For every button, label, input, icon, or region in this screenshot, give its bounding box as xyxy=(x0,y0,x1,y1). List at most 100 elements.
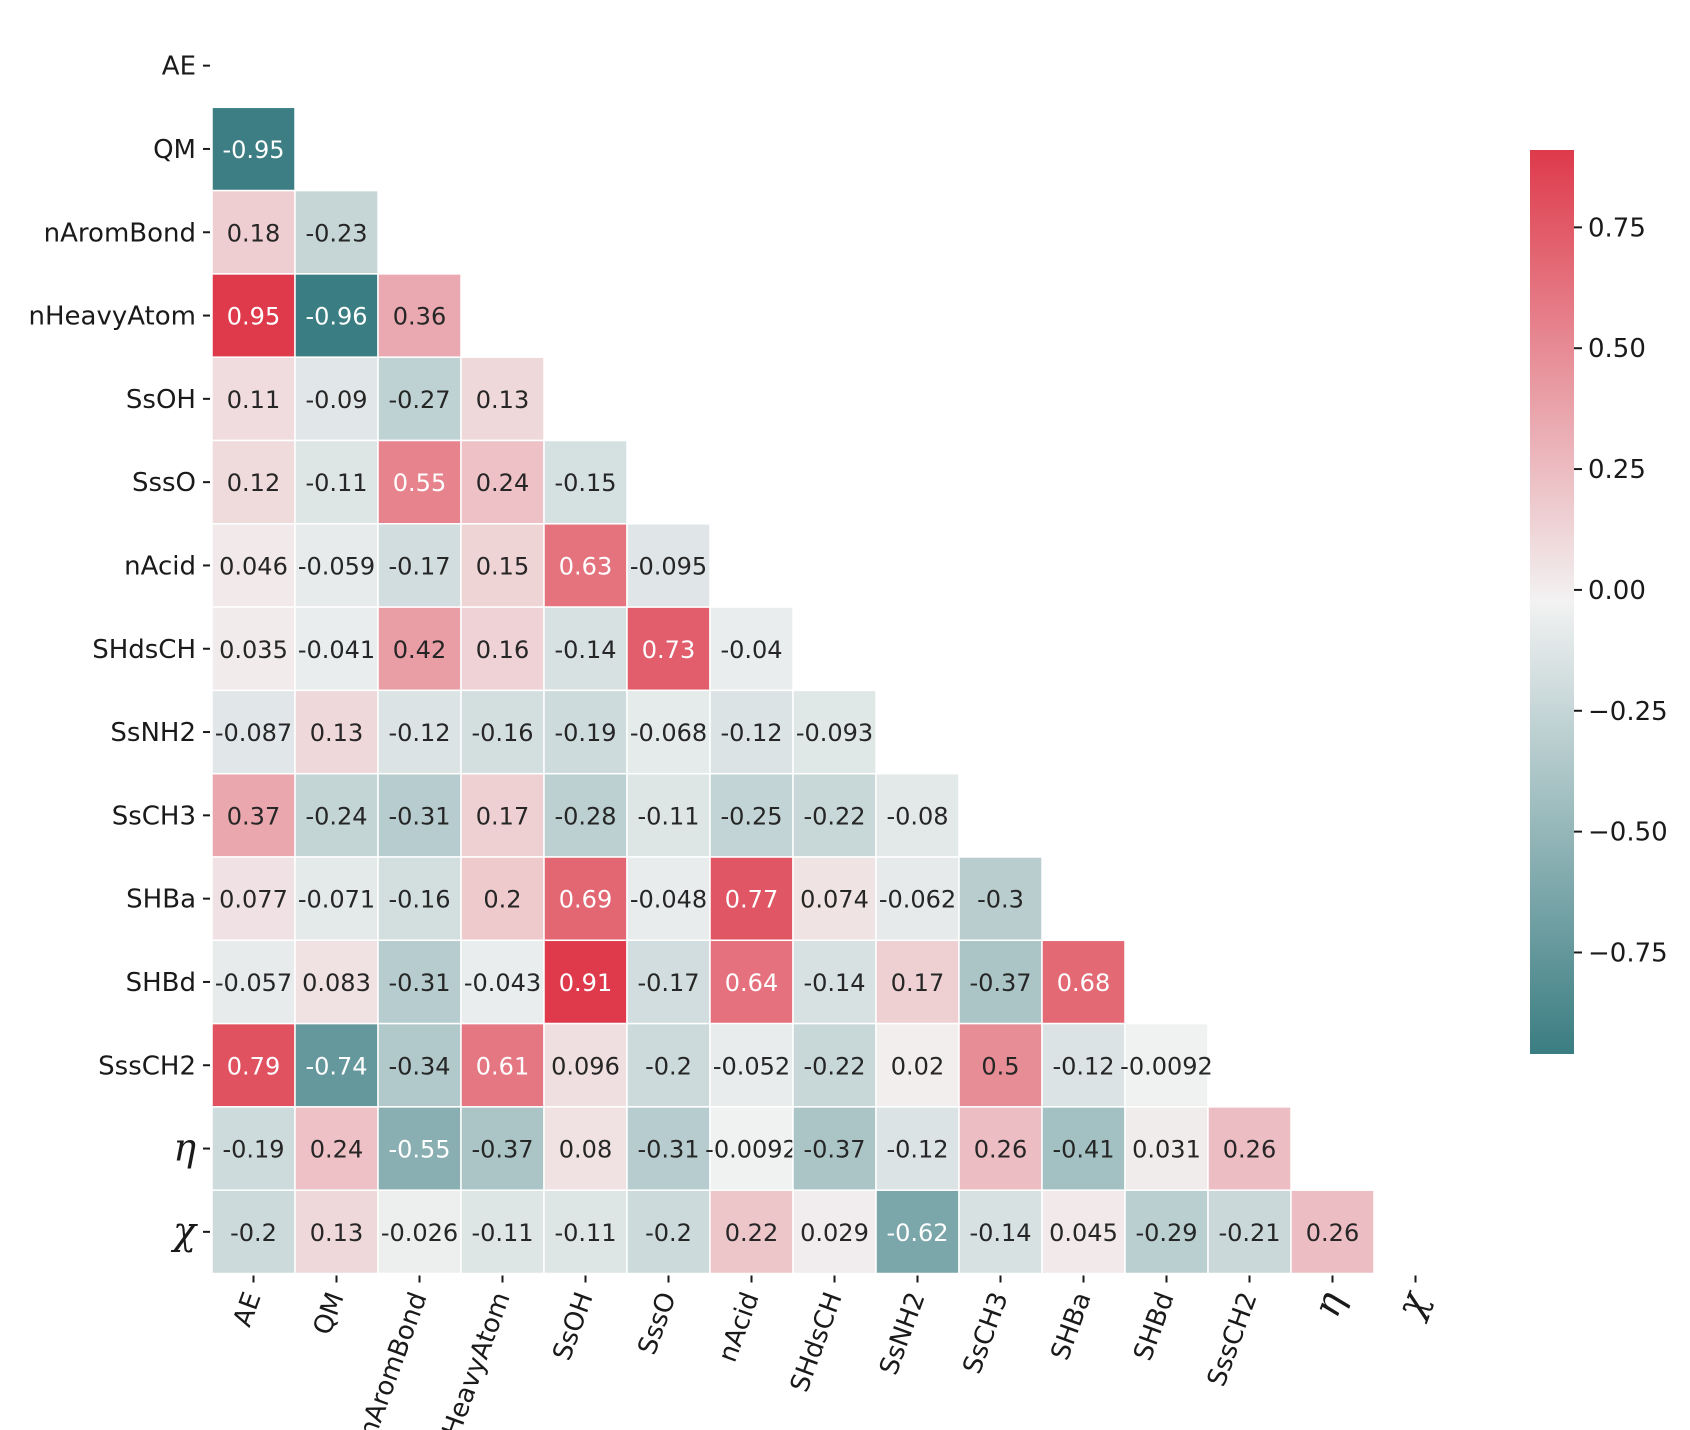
cell-value-label: -0.11 xyxy=(471,1219,533,1247)
heatmap-cell xyxy=(377,1189,462,1275)
heatmap-cell xyxy=(875,1022,960,1108)
cell-value-label: -0.12 xyxy=(886,1136,948,1164)
cell-value-label: -0.95 xyxy=(222,136,284,164)
cell-value-label: 0.61 xyxy=(476,1052,529,1080)
cell-value-label: 0.074 xyxy=(800,886,869,914)
cell-value-label: 0.16 xyxy=(476,636,529,664)
heatmap-cell xyxy=(875,1106,960,1191)
cell-value-label: 0.77 xyxy=(725,886,778,914)
x-tick-label: SssO xyxy=(632,1288,682,1358)
cell-value-label: -0.2 xyxy=(230,1219,277,1247)
cell-value-label: -0.12 xyxy=(388,719,450,747)
cell-value-label: 0.91 xyxy=(559,969,612,997)
heatmap-cell xyxy=(377,1106,462,1191)
heatmap-cell xyxy=(460,1022,545,1108)
cell-value-label: 0.55 xyxy=(393,469,446,497)
heatmap-cell xyxy=(626,856,711,942)
cell-value-label: -0.34 xyxy=(388,1052,450,1080)
cell-value-label: -0.37 xyxy=(803,1136,865,1164)
heatmap-cell xyxy=(460,523,545,608)
heatmap-cell xyxy=(792,1189,877,1275)
heatmap-cell xyxy=(460,1189,545,1275)
cell-value-label: 0.08 xyxy=(559,1136,612,1164)
cell-value-label: 0.26 xyxy=(974,1136,1027,1164)
x-tick-label: nAromBond xyxy=(353,1288,433,1430)
cell-value-label: -0.068 xyxy=(630,719,707,747)
heatmap-cell xyxy=(377,689,462,775)
heatmap-cell xyxy=(1124,1022,1209,1108)
heatmap-cell xyxy=(709,1022,794,1108)
colorbar-tick-label: −0.50 xyxy=(1588,818,1668,848)
colorbar-tick-label: 0.25 xyxy=(1588,455,1646,485)
cell-value-label: -0.27 xyxy=(388,386,450,414)
heatmap-cell xyxy=(543,523,628,608)
heatmap-cell xyxy=(1290,1189,1375,1275)
heatmap-cell xyxy=(460,356,545,442)
cell-value-label: -0.14 xyxy=(803,969,865,997)
colorbar-tick-label: 0.75 xyxy=(1588,213,1646,243)
cell-value-label: -0.23 xyxy=(305,219,367,247)
cell-value-label: -0.0092 xyxy=(1120,1052,1213,1080)
heatmap-cell xyxy=(211,856,296,942)
heatmap-cell xyxy=(211,1189,296,1275)
colorbar-tick-label: −0.25 xyxy=(1588,697,1668,727)
y-tick-label: QM xyxy=(153,135,196,165)
heatmap-cell xyxy=(211,1022,296,1108)
cell-value-label: 0.15 xyxy=(476,552,529,580)
heatmap-cell xyxy=(626,1022,711,1108)
x-tick-label: nHeavyAtom xyxy=(431,1288,516,1430)
cell-value-label: 0.68 xyxy=(1057,969,1110,997)
cell-value-label: -0.093 xyxy=(796,719,873,747)
heatmap-cell xyxy=(792,856,877,942)
cell-value-label: -0.2 xyxy=(645,1052,692,1080)
cell-value-label: -0.37 xyxy=(969,969,1031,997)
heatmap-cell xyxy=(626,1189,711,1275)
cell-value-label: -0.28 xyxy=(554,802,616,830)
x-tick-label: SHBa xyxy=(1046,1288,1098,1364)
heatmap-cell xyxy=(958,856,1043,942)
heatmap-cell xyxy=(626,939,711,1025)
cell-value-label: -0.08 xyxy=(886,802,948,830)
colorbar-gradient xyxy=(1530,150,1574,1054)
cell-value-label: -0.026 xyxy=(381,1219,458,1247)
x-tick-label: χ xyxy=(1386,1284,1437,1325)
cell-value-label: -0.16 xyxy=(388,886,450,914)
cell-value-label: -0.62 xyxy=(886,1219,948,1247)
cell-value-label: 0.63 xyxy=(559,552,612,580)
heatmap-cell xyxy=(294,606,379,692)
cell-value-label: 0.02 xyxy=(891,1052,944,1080)
heatmap-cell xyxy=(211,772,296,858)
cell-value-label: -0.19 xyxy=(222,1136,284,1164)
cell-value-label: -0.22 xyxy=(803,1052,865,1080)
cell-value-label: 0.73 xyxy=(642,636,695,664)
cell-value-label: 0.046 xyxy=(219,552,288,580)
heatmap-cell xyxy=(460,856,545,942)
cell-value-label: -0.31 xyxy=(388,969,450,997)
x-tick-label: QM xyxy=(308,1288,351,1339)
heatmap-cell xyxy=(1041,1106,1126,1191)
heatmap-cell xyxy=(294,1189,379,1275)
x-tick-label: nAcid xyxy=(713,1288,766,1366)
cell-value-label: 0.13 xyxy=(310,719,363,747)
heatmap-cell xyxy=(460,772,545,858)
cell-value-label: 0.22 xyxy=(725,1219,778,1247)
cell-value-label: -0.04 xyxy=(720,636,782,664)
heatmap-cell xyxy=(211,106,296,192)
heatmap-cell xyxy=(377,772,462,858)
heatmap-cell xyxy=(543,1189,628,1275)
x-tick-label: AE xyxy=(228,1288,268,1330)
cell-value-label: -0.19 xyxy=(554,719,616,747)
cell-value-label: -0.057 xyxy=(215,969,292,997)
cell-value-label: 0.083 xyxy=(302,969,371,997)
cell-value-label: 0.13 xyxy=(310,1219,363,1247)
cell-value-label: -0.3 xyxy=(977,886,1024,914)
y-tick-label: SHdsCH xyxy=(92,635,196,665)
cell-value-label: -0.14 xyxy=(969,1219,1031,1247)
cell-value-label: -0.96 xyxy=(305,303,367,331)
cell-value-label: 0.13 xyxy=(476,386,529,414)
heatmap-cell xyxy=(1207,1189,1292,1275)
cell-value-label: -0.043 xyxy=(464,969,541,997)
heatmap-cell xyxy=(792,1022,877,1108)
heatmap-cell xyxy=(211,689,296,775)
